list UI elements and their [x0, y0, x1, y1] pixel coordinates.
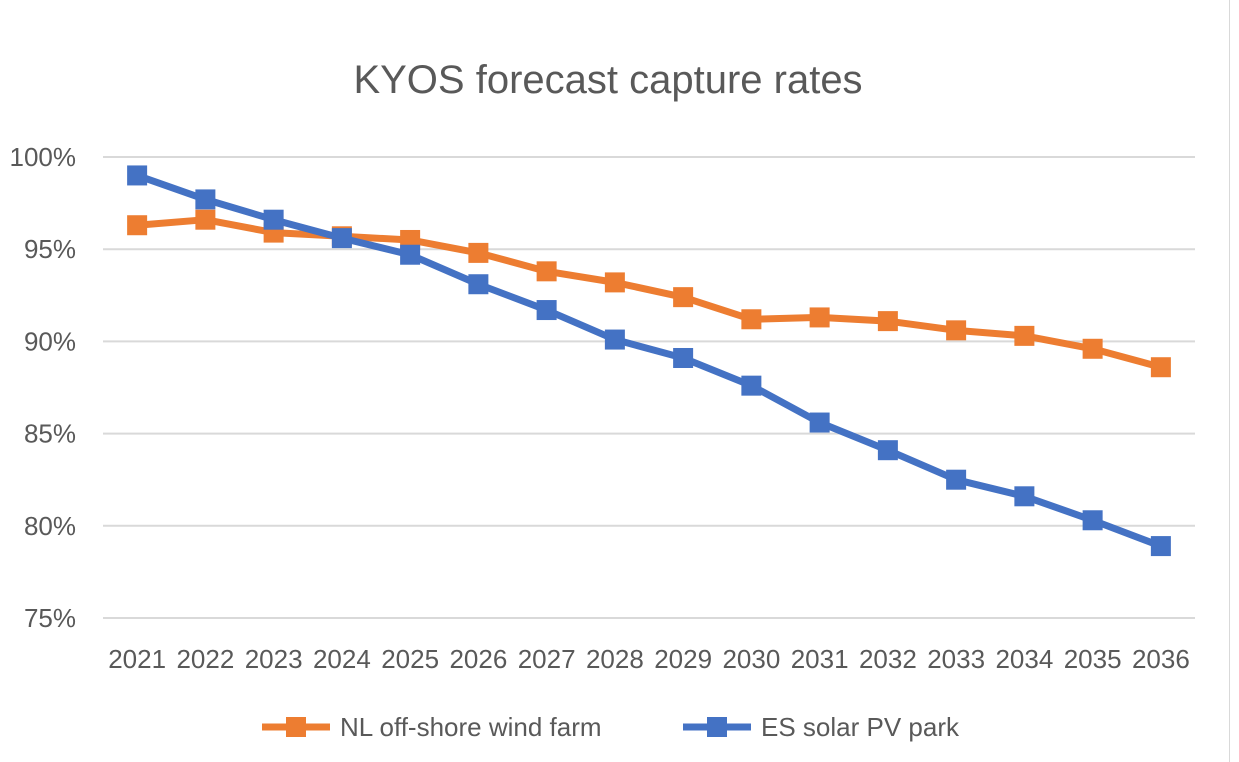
- data-point: [195, 189, 216, 210]
- data-point: [809, 307, 830, 328]
- y-tick-label: 85%: [24, 419, 76, 449]
- data-point: [946, 469, 967, 490]
- data-point: [195, 209, 216, 230]
- data-point: [673, 347, 694, 368]
- x-tick-label: 2025: [381, 644, 439, 674]
- data-point: [263, 209, 284, 230]
- data-point: [1014, 325, 1035, 346]
- x-tick-label: 2033: [927, 644, 985, 674]
- data-point: [400, 244, 421, 265]
- x-tick-label: 2034: [995, 644, 1053, 674]
- data-point: [741, 309, 762, 330]
- y-tick-label: 80%: [24, 511, 76, 541]
- series-line-2: [133, 171, 1165, 550]
- x-tick-label: 2026: [449, 644, 507, 674]
- x-tick-label: 2036: [1132, 644, 1190, 674]
- data-point: [673, 287, 694, 308]
- x-tick-label: 2021: [108, 644, 166, 674]
- data-point: [877, 311, 898, 332]
- data-point: [536, 261, 557, 282]
- data-point: [604, 272, 625, 293]
- x-tick-label: 2035: [1064, 644, 1122, 674]
- x-tick-label: 2031: [791, 644, 849, 674]
- legend-label: ES solar PV park: [761, 712, 960, 742]
- data-point: [127, 165, 148, 186]
- y-tick-label: 100%: [10, 142, 77, 172]
- data-point: [1014, 486, 1035, 507]
- data-point: [1150, 357, 1171, 378]
- y-tick-label: 90%: [24, 326, 76, 356]
- data-point: [946, 320, 967, 341]
- data-point: [1082, 338, 1103, 359]
- y-tick-label: 75%: [24, 603, 76, 633]
- data-point: [331, 228, 352, 249]
- chart-title: KYOS forecast capture rates: [353, 58, 863, 102]
- series-line-1: [133, 216, 1165, 371]
- x-tick-label: 2029: [654, 644, 712, 674]
- data-point: [127, 215, 148, 236]
- legend-label: NL off-shore wind farm: [340, 712, 602, 742]
- x-tick-label: 2028: [586, 644, 644, 674]
- data-point: [468, 242, 489, 263]
- data-point: [741, 375, 762, 396]
- legend-marker: [707, 717, 727, 737]
- x-tick-label: 2027: [518, 644, 576, 674]
- data-point: [1150, 536, 1171, 557]
- data-point: [1082, 510, 1103, 531]
- x-tick-label: 2030: [722, 644, 780, 674]
- legend-marker: [286, 717, 306, 737]
- data-point: [877, 440, 898, 461]
- x-tick-label: 2023: [245, 644, 303, 674]
- x-tick-label: 2024: [313, 644, 371, 674]
- data-point: [604, 329, 625, 350]
- data-point: [809, 412, 830, 433]
- y-tick-label: 95%: [24, 234, 76, 264]
- data-point: [536, 300, 557, 321]
- chart-border: [1229, 0, 1230, 762]
- data-point: [468, 274, 489, 295]
- x-tick-label: 2022: [176, 644, 234, 674]
- x-tick-label: 2032: [859, 644, 917, 674]
